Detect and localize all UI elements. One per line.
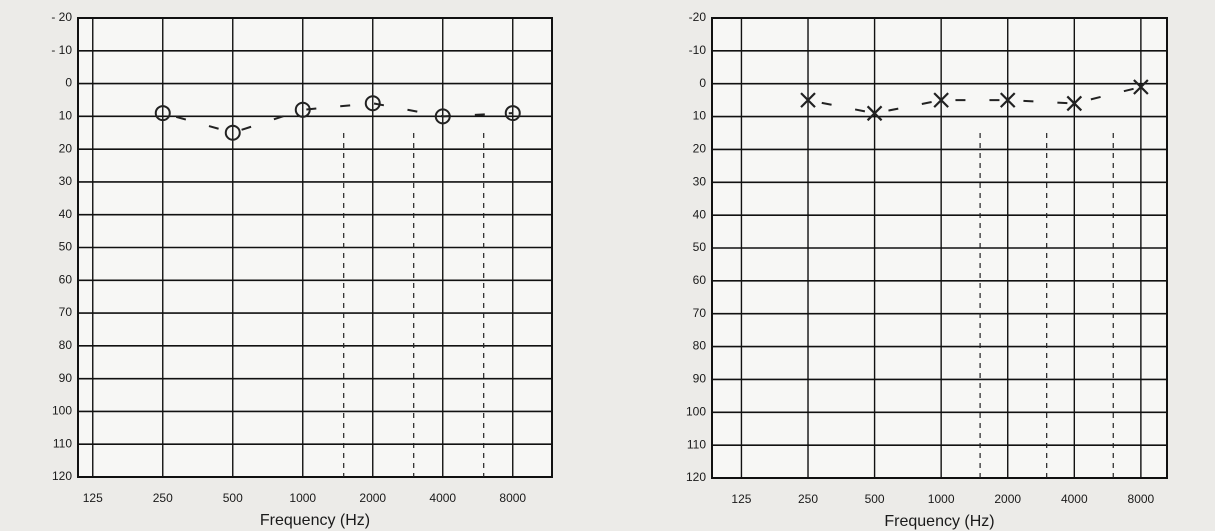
y-tick-label: 90 <box>693 372 707 386</box>
x-tick-label: 125 <box>731 492 751 506</box>
y-tick-label: 20 <box>693 142 707 156</box>
y-tick-label: -10 <box>689 43 707 57</box>
y-tick-label: 40 <box>59 207 73 221</box>
y-tick-label: - 20 <box>51 10 72 24</box>
y-tick-label: 50 <box>693 240 707 254</box>
y-tick-label: 20 <box>59 141 73 155</box>
x-tick-label: 4000 <box>1061 492 1088 506</box>
y-tick-label: 50 <box>59 240 73 254</box>
y-tick-label: 60 <box>59 272 73 286</box>
x-tick-label: 8000 <box>499 491 526 505</box>
y-tick-label: 90 <box>59 371 73 385</box>
y-tick-label: 30 <box>693 174 707 188</box>
y-tick-label: 70 <box>59 305 73 319</box>
x-tick-label: 2000 <box>359 491 386 505</box>
x-tick-label: 500 <box>865 492 885 506</box>
y-tick-label: 100 <box>686 404 706 418</box>
x-tick-label: 8000 <box>1128 492 1155 506</box>
x-tick-label: 250 <box>153 491 173 505</box>
y-tick-label: 110 <box>53 436 72 450</box>
x-tick-label: 1000 <box>289 491 316 505</box>
y-tick-label: 0 <box>65 76 72 90</box>
x-tick-label: 4000 <box>429 491 456 505</box>
y-tick-label: 70 <box>693 306 707 320</box>
y-tick-label: 10 <box>59 109 73 123</box>
y-tick-label: 40 <box>693 207 707 221</box>
y-tick-label: 80 <box>59 338 73 352</box>
x-axis-label: Frequency (Hz) <box>260 512 370 529</box>
y-tick-label: - 10 <box>51 43 72 57</box>
y-tick-label: 120 <box>686 470 706 484</box>
x-axis-label: Frequency (Hz) <box>884 513 994 530</box>
y-tick-label: 30 <box>59 174 73 188</box>
y-tick-label: 80 <box>693 339 707 353</box>
x-tick-label: 2000 <box>994 492 1021 506</box>
x-tick-label: 250 <box>798 492 818 506</box>
x-tick-label: 125 <box>83 491 103 505</box>
y-tick-label: -20 <box>689 10 707 24</box>
audiograms: - 20- 1001020304050607080901001101201252… <box>0 0 1215 531</box>
y-tick-label: 120 <box>52 469 72 483</box>
x-tick-label: 500 <box>223 491 243 505</box>
y-tick-label: 10 <box>693 109 707 123</box>
y-tick-label: 0 <box>699 76 706 90</box>
y-tick-label: 60 <box>693 273 707 287</box>
x-tick-label: 1000 <box>928 492 955 506</box>
y-tick-label: 110 <box>687 437 706 451</box>
y-tick-label: 100 <box>52 404 72 418</box>
